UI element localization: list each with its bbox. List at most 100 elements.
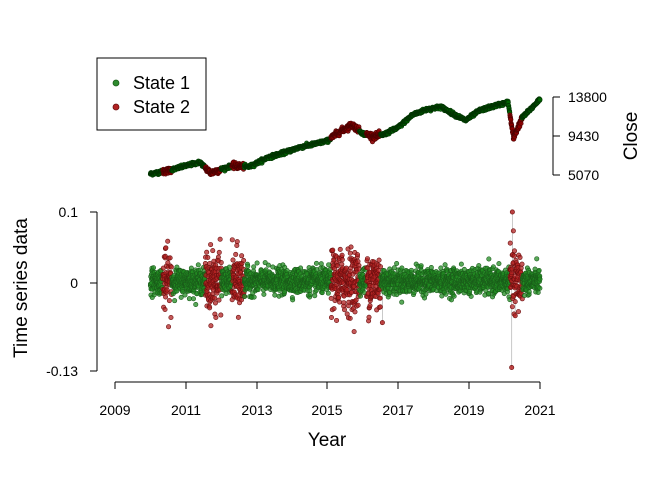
return-point-state-2 bbox=[168, 264, 174, 270]
return-point-state-2 bbox=[328, 314, 334, 320]
return-point-state-2 bbox=[213, 314, 219, 320]
return-point-state-2 bbox=[168, 314, 174, 320]
close-axis: 13800 9430 5070 Close bbox=[552, 89, 642, 183]
return-point-state-1 bbox=[265, 262, 271, 268]
return-point-state-1 bbox=[190, 296, 196, 302]
return-point-state-2 bbox=[377, 304, 383, 310]
return-point-state-2 bbox=[348, 244, 354, 250]
return-point-state-2 bbox=[355, 252, 361, 258]
return-point-state-2 bbox=[166, 298, 172, 304]
return-point-state-2 bbox=[507, 240, 513, 246]
return-point-state-2 bbox=[352, 309, 358, 315]
return-point-state-2 bbox=[210, 248, 216, 254]
return-point-state-1 bbox=[251, 294, 257, 300]
return-point-state-2 bbox=[208, 242, 214, 248]
return-point-state-1 bbox=[443, 291, 449, 297]
year-tick-label: 2017 bbox=[382, 402, 413, 418]
year-tick-label: 2013 bbox=[241, 402, 272, 418]
return-point-state-1 bbox=[486, 256, 492, 262]
return-point-state-1 bbox=[226, 264, 232, 270]
return-point-state-2 bbox=[334, 263, 340, 269]
return-point-state-1 bbox=[418, 263, 424, 269]
return-point-state-1 bbox=[458, 261, 464, 267]
return-point-state-1 bbox=[408, 267, 414, 273]
return-point-state-2 bbox=[229, 237, 235, 243]
legend: State 1 State 2 bbox=[96, 57, 207, 131]
return-point-state-2 bbox=[364, 256, 370, 262]
return-point-state-1 bbox=[318, 261, 324, 267]
return-point-state-2 bbox=[511, 253, 517, 259]
return-point-state-2 bbox=[204, 249, 210, 255]
year-axis-title: Year bbox=[308, 430, 347, 451]
return-point-state-2 bbox=[379, 320, 385, 326]
return-point-state-2 bbox=[218, 312, 224, 318]
return-point-state-2 bbox=[351, 329, 357, 335]
return-point-state-2 bbox=[511, 248, 517, 254]
return-point-state-1 bbox=[451, 293, 457, 299]
returns-axis-title: Time series data bbox=[11, 218, 32, 358]
return-point-state-2 bbox=[339, 257, 345, 263]
legend-box bbox=[96, 57, 207, 131]
return-point-state-2 bbox=[341, 307, 347, 313]
return-point-state-2 bbox=[163, 294, 169, 300]
return-point-state-2 bbox=[512, 313, 518, 319]
return-point-state-2 bbox=[355, 302, 361, 308]
return-point-state-2 bbox=[512, 299, 518, 305]
return-point-state-2 bbox=[377, 264, 383, 270]
return-point-state-1 bbox=[313, 260, 319, 266]
returns-tick-label: 0.1 bbox=[59, 204, 79, 220]
return-point-state-2 bbox=[163, 245, 169, 251]
return-point-state-2 bbox=[341, 300, 347, 306]
return-point-state-1 bbox=[535, 289, 541, 295]
return-point-state-1 bbox=[536, 267, 542, 273]
return-point-state-2 bbox=[334, 317, 340, 323]
return-point-state-1 bbox=[245, 263, 251, 269]
return-point-state-2 bbox=[207, 305, 213, 311]
return-point-state-1 bbox=[251, 264, 257, 270]
return-point-state-2 bbox=[239, 253, 245, 259]
return-point-state-2 bbox=[337, 299, 343, 305]
return-point-state-2 bbox=[205, 255, 211, 261]
return-point-state-2 bbox=[515, 309, 521, 315]
return-point-state-2 bbox=[509, 209, 515, 215]
return-point-state-2 bbox=[164, 287, 170, 293]
return-point-state-2 bbox=[230, 257, 236, 263]
return-point-state-2 bbox=[233, 251, 239, 257]
return-point-state-2 bbox=[241, 257, 247, 263]
legend-label-state-1: State 1 bbox=[133, 73, 190, 93]
return-point-state-1 bbox=[394, 261, 400, 267]
return-point-state-1 bbox=[242, 294, 248, 300]
close-tick-label: 9430 bbox=[568, 128, 599, 144]
return-point-state-2 bbox=[331, 306, 337, 312]
return-point-state-1 bbox=[476, 263, 482, 269]
return-point-state-1 bbox=[534, 256, 540, 262]
return-point-state-2 bbox=[162, 307, 168, 313]
return-point-state-1 bbox=[537, 276, 543, 282]
return-point-state-2 bbox=[376, 257, 382, 263]
return-point-state-1 bbox=[325, 290, 331, 296]
return-point-state-1 bbox=[172, 298, 178, 304]
return-point-state-1 bbox=[272, 292, 278, 298]
close-tick-label: 13800 bbox=[568, 89, 607, 105]
return-point-state-1 bbox=[219, 293, 225, 299]
legend-marker-state-1 bbox=[112, 79, 120, 87]
price-point-state-1 bbox=[537, 97, 543, 103]
return-point-state-2 bbox=[347, 250, 353, 256]
return-point-state-2 bbox=[355, 258, 361, 264]
return-point-state-1 bbox=[151, 265, 157, 271]
year-tick-label: 2019 bbox=[453, 402, 484, 418]
return-point-state-2 bbox=[166, 324, 172, 330]
return-point-state-1 bbox=[186, 296, 192, 302]
return-point-state-1 bbox=[326, 262, 332, 268]
return-point-state-2 bbox=[366, 314, 372, 320]
return-point-state-2 bbox=[339, 252, 345, 258]
return-point-state-2 bbox=[165, 238, 171, 244]
return-point-state-2 bbox=[519, 261, 525, 267]
return-point-state-1 bbox=[358, 293, 364, 299]
return-point-state-2 bbox=[167, 255, 173, 261]
return-point-state-2 bbox=[235, 314, 241, 320]
return-point-state-2 bbox=[337, 246, 343, 252]
return-point-state-1 bbox=[193, 302, 199, 308]
year-axis: 2009 2011 2013 2015 2017 2019 2021 Year bbox=[99, 381, 556, 451]
